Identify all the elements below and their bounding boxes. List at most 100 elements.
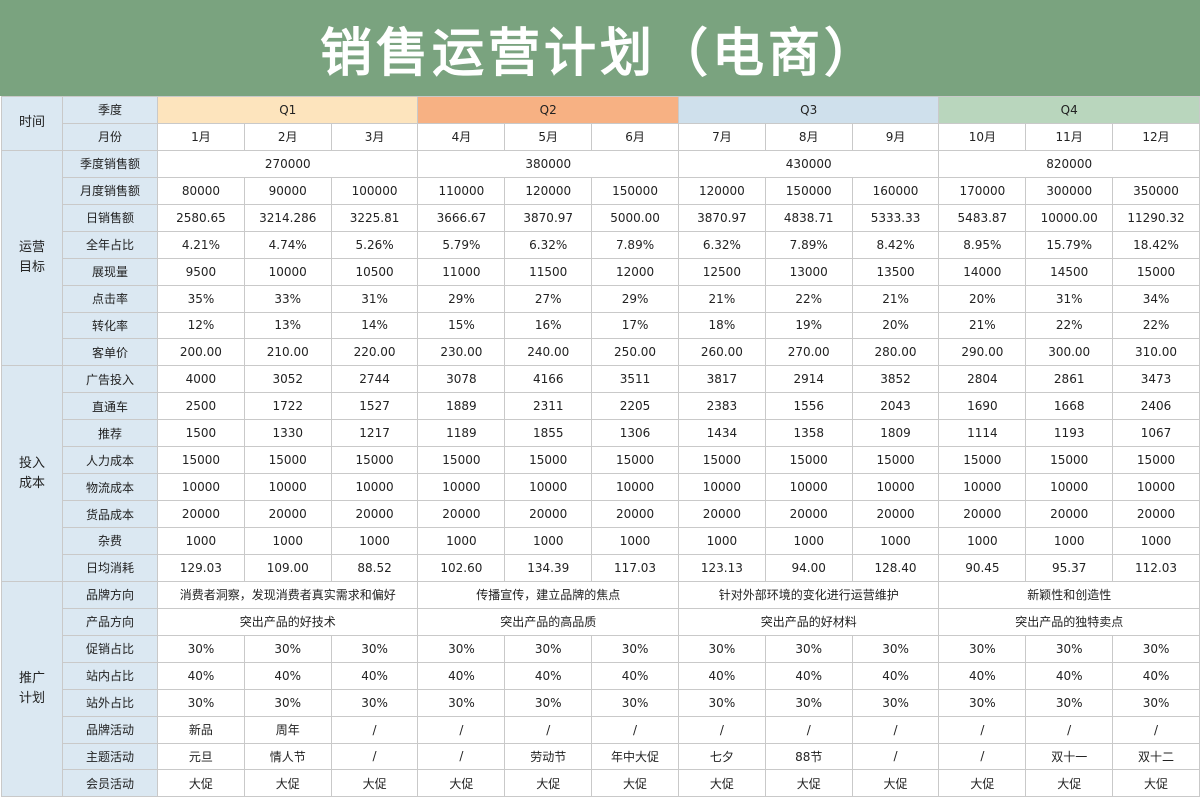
quarter-span-cell: 针对外部环境的变化进行运营维护	[677, 580, 940, 609]
row-label: 产品方向	[62, 607, 158, 636]
row-label: 主题活动	[62, 742, 158, 771]
table-cell: 12000	[591, 257, 679, 286]
table-cell: 大促	[504, 769, 593, 798]
table-cell: 117.03	[591, 553, 679, 582]
row-label: 点击率	[62, 284, 158, 313]
table-cell: 30%	[851, 688, 940, 717]
table-cell: /	[330, 742, 419, 771]
table-cell: 40%	[504, 661, 593, 690]
row-label: 促销占比	[62, 634, 158, 663]
table-cell: 10000	[243, 257, 332, 286]
table-cell: 30%	[1025, 634, 1114, 663]
table-cell: 10000	[1025, 473, 1114, 502]
table-cell: 30%	[330, 634, 419, 663]
table-cell: /	[1112, 715, 1200, 744]
table-cell: 123.13	[677, 553, 766, 582]
table-cell: 280.00	[851, 338, 940, 367]
table-cell: 220.00	[330, 338, 419, 367]
table-cell: 1722	[243, 392, 332, 421]
row-label: 品牌活动	[62, 715, 158, 744]
table-cell: 40%	[938, 661, 1027, 690]
table-cell: 31%	[1025, 284, 1114, 313]
table-cell: 大促	[417, 769, 506, 798]
table-cell: 双十二	[1112, 742, 1200, 771]
table-cell: 情人节	[243, 742, 332, 771]
table-cell: 128.40	[851, 553, 940, 582]
month-header: 9月	[851, 122, 940, 151]
table-row: 货品成本 20000 20000 20000 20000 20000 20000 20000 2…	[2, 500, 1200, 528]
row-label: 直通车	[62, 392, 158, 421]
table-cell: 22%	[764, 284, 853, 313]
table-cell: 22%	[1112, 311, 1200, 340]
table-cell: 4000	[157, 365, 245, 394]
table-cell: 30%	[157, 634, 245, 663]
table-cell: 15000	[1112, 446, 1200, 475]
table-cell: 1000	[243, 527, 332, 555]
table-cell: 4.21%	[157, 230, 245, 259]
table-cell: 15000	[157, 446, 245, 475]
table-cell: 30%	[243, 688, 332, 717]
table-cell: 40%	[1025, 661, 1114, 690]
table-row: 直通车 2500 1722 1527 1889 2311 2205 2383 1556 2043 1…	[2, 392, 1200, 421]
table-cell: 110000	[417, 176, 506, 205]
table-cell: 20000	[677, 500, 766, 528]
table-cell: 6.32%	[504, 230, 593, 259]
table-cell: 3511	[591, 365, 679, 394]
table-cell: 112.03	[1112, 553, 1200, 582]
quarter-header-q2: Q2	[417, 96, 679, 124]
section-ops: 运营 目标	[1, 149, 63, 367]
table-cell: 1434	[677, 419, 766, 448]
table-cell: 20000	[417, 500, 506, 528]
table-cell: 94.00	[764, 553, 853, 582]
table-cell: 10000	[1112, 473, 1200, 502]
table-cell: 20000	[157, 500, 245, 528]
row-label: 会员活动	[62, 769, 158, 798]
table-cell: 150000	[591, 176, 679, 205]
table-cell: 2914	[764, 365, 853, 394]
table-cell: 8.95%	[938, 230, 1027, 259]
table-cell: 30%	[330, 688, 419, 717]
table-cell: /	[504, 715, 593, 744]
table-cell: 15000	[677, 446, 766, 475]
table-cell: 1000	[1112, 527, 1200, 555]
table-cell: 120000	[677, 176, 766, 205]
table-cell: 13500	[851, 257, 940, 286]
table-cell: 350000	[1112, 176, 1200, 205]
table-cell: /	[417, 715, 506, 744]
table-row: 站外占比 30% 30% 30% 30% 30% 30% 30% 30% 30% 30% 30% 30%	[2, 688, 1200, 717]
table-cell: 1556	[764, 392, 853, 421]
table-cell: 15000	[938, 446, 1027, 475]
month-header: 6月	[591, 122, 679, 151]
table-cell: 34%	[1112, 284, 1200, 313]
row-label: 转化率	[62, 311, 158, 340]
table-cell: 210.00	[243, 338, 332, 367]
table-cell: 11290.32	[1112, 203, 1200, 232]
table-cell: 10500	[330, 257, 419, 286]
table-cell: 周年	[243, 715, 332, 744]
table-cell: 88节	[764, 742, 853, 771]
table-cell: 1000	[1025, 527, 1114, 555]
table-cell: 3852	[851, 365, 940, 394]
table-cell: 16%	[504, 311, 593, 340]
table-cell: /	[417, 742, 506, 771]
quarter-sales-cell: 430000	[677, 149, 940, 178]
row-label: 品牌方向	[62, 580, 158, 609]
table-cell: 3473	[1112, 365, 1200, 394]
table-cell: 10000	[591, 473, 679, 502]
table-cell: 3870.97	[677, 203, 766, 232]
table-cell: 29%	[417, 284, 506, 313]
table-row: 主题活动 元旦 情人节 / / 劳动节 年中大促 七夕 88节 / / 双十一 双十二	[2, 742, 1200, 771]
table-row: 产品方向 突出产品的好技术 突出产品的高品质 突出产品的好材料 突出产品的独特卖点	[2, 607, 1200, 636]
table-row: 转化率 12% 13% 14% 15% 16% 17% 18% 19% 20% 21% 22% 22%	[2, 311, 1200, 340]
table-cell: 5000.00	[591, 203, 679, 232]
table-cell: 年中大促	[591, 742, 679, 771]
table-cell: 20000	[243, 500, 332, 528]
table-cell: 30%	[764, 688, 853, 717]
table-cell: 17%	[591, 311, 679, 340]
table-row: 推荐 1500 1330 1217 1189 1855 1306 1434 1358 1809 11…	[2, 419, 1200, 448]
table-cell: 1000	[504, 527, 593, 555]
table-cell: 40%	[764, 661, 853, 690]
table-row: 物流成本 10000 10000 10000 10000 10000 10000 10000 1…	[2, 473, 1200, 502]
table-cell: 1809	[851, 419, 940, 448]
table-cell: 40%	[1112, 661, 1200, 690]
